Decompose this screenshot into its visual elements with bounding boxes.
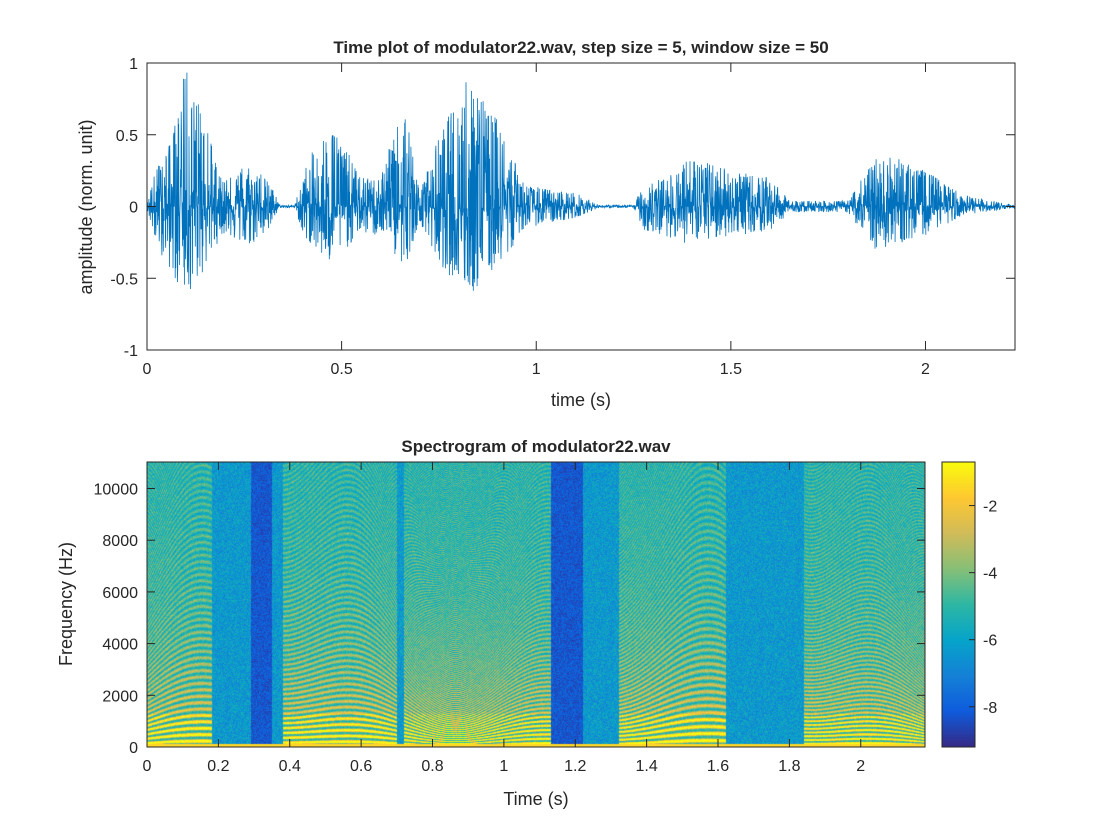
spectrogram-axes: Spectrogram of modulator22.wav 0 0.2 0.4 0.…: [56, 437, 997, 809]
x-tick-label: 1.5: [720, 361, 742, 378]
x-tick-label: 1.2: [564, 758, 586, 775]
colorbar-tick-label: -4: [983, 566, 997, 583]
x-tick-label: 0.2: [207, 758, 229, 775]
y-tick-label: 2000: [102, 688, 138, 705]
spectrogram-title: Spectrogram of modulator22.wav: [401, 437, 671, 456]
x-tick-label: 0.8: [421, 758, 443, 775]
time-plot-ylabel: amplitude (norm. unit): [76, 119, 96, 294]
x-tick-label: 0.6: [350, 758, 372, 775]
colorbar-tick-label: -6: [983, 633, 997, 650]
colorbar-tick-label: -8: [983, 700, 997, 717]
x-tick-label: 2: [921, 361, 930, 378]
y-tick-label: 6000: [102, 585, 138, 602]
y-tick-label: 0: [129, 740, 138, 757]
y-tick-label: 10000: [94, 481, 139, 498]
x-tick-label: 1.6: [707, 758, 729, 775]
spectrogram-ylabel: Frequency (Hz): [56, 542, 76, 666]
colorbar-tick-label: -2: [983, 499, 997, 516]
time-plot-title: Time plot of modulator22.wav, step size …: [333, 38, 828, 57]
x-tick-label: 1: [532, 361, 541, 378]
x-tick-label: 1.8: [778, 758, 800, 775]
spectrogram-frame: [146, 461, 926, 748]
waveform-line: [146, 72, 1016, 291]
spectrogram-xlabel: Time (s): [503, 789, 568, 809]
x-tick-label: 1: [499, 758, 508, 775]
y-tick-label: 4000: [102, 637, 138, 654]
time-plot-xlabel: time (s): [551, 390, 611, 410]
x-tick-label: 0: [143, 758, 152, 775]
x-tick-label: 0.5: [330, 361, 352, 378]
spectrogram-image: [147, 462, 925, 747]
colorbar-gradient: [942, 462, 975, 747]
time-plot-axes: Time plot of modulator22.wav, step size …: [76, 38, 1016, 410]
y-tick-label: 8000: [102, 533, 138, 550]
y-tick-label: 1: [129, 56, 138, 73]
y-tick-label: 0.5: [116, 128, 138, 145]
y-tick-label: -1: [124, 343, 138, 360]
colorbar-frame: [941, 461, 976, 748]
y-tick-label: -0.5: [110, 271, 138, 288]
x-tick-label: 0.4: [279, 758, 301, 775]
x-tick-label: 2: [856, 758, 865, 775]
x-tick-label: 1.4: [636, 758, 658, 775]
x-tick-label: 0: [143, 361, 152, 378]
y-tick-label: 0: [129, 200, 138, 217]
